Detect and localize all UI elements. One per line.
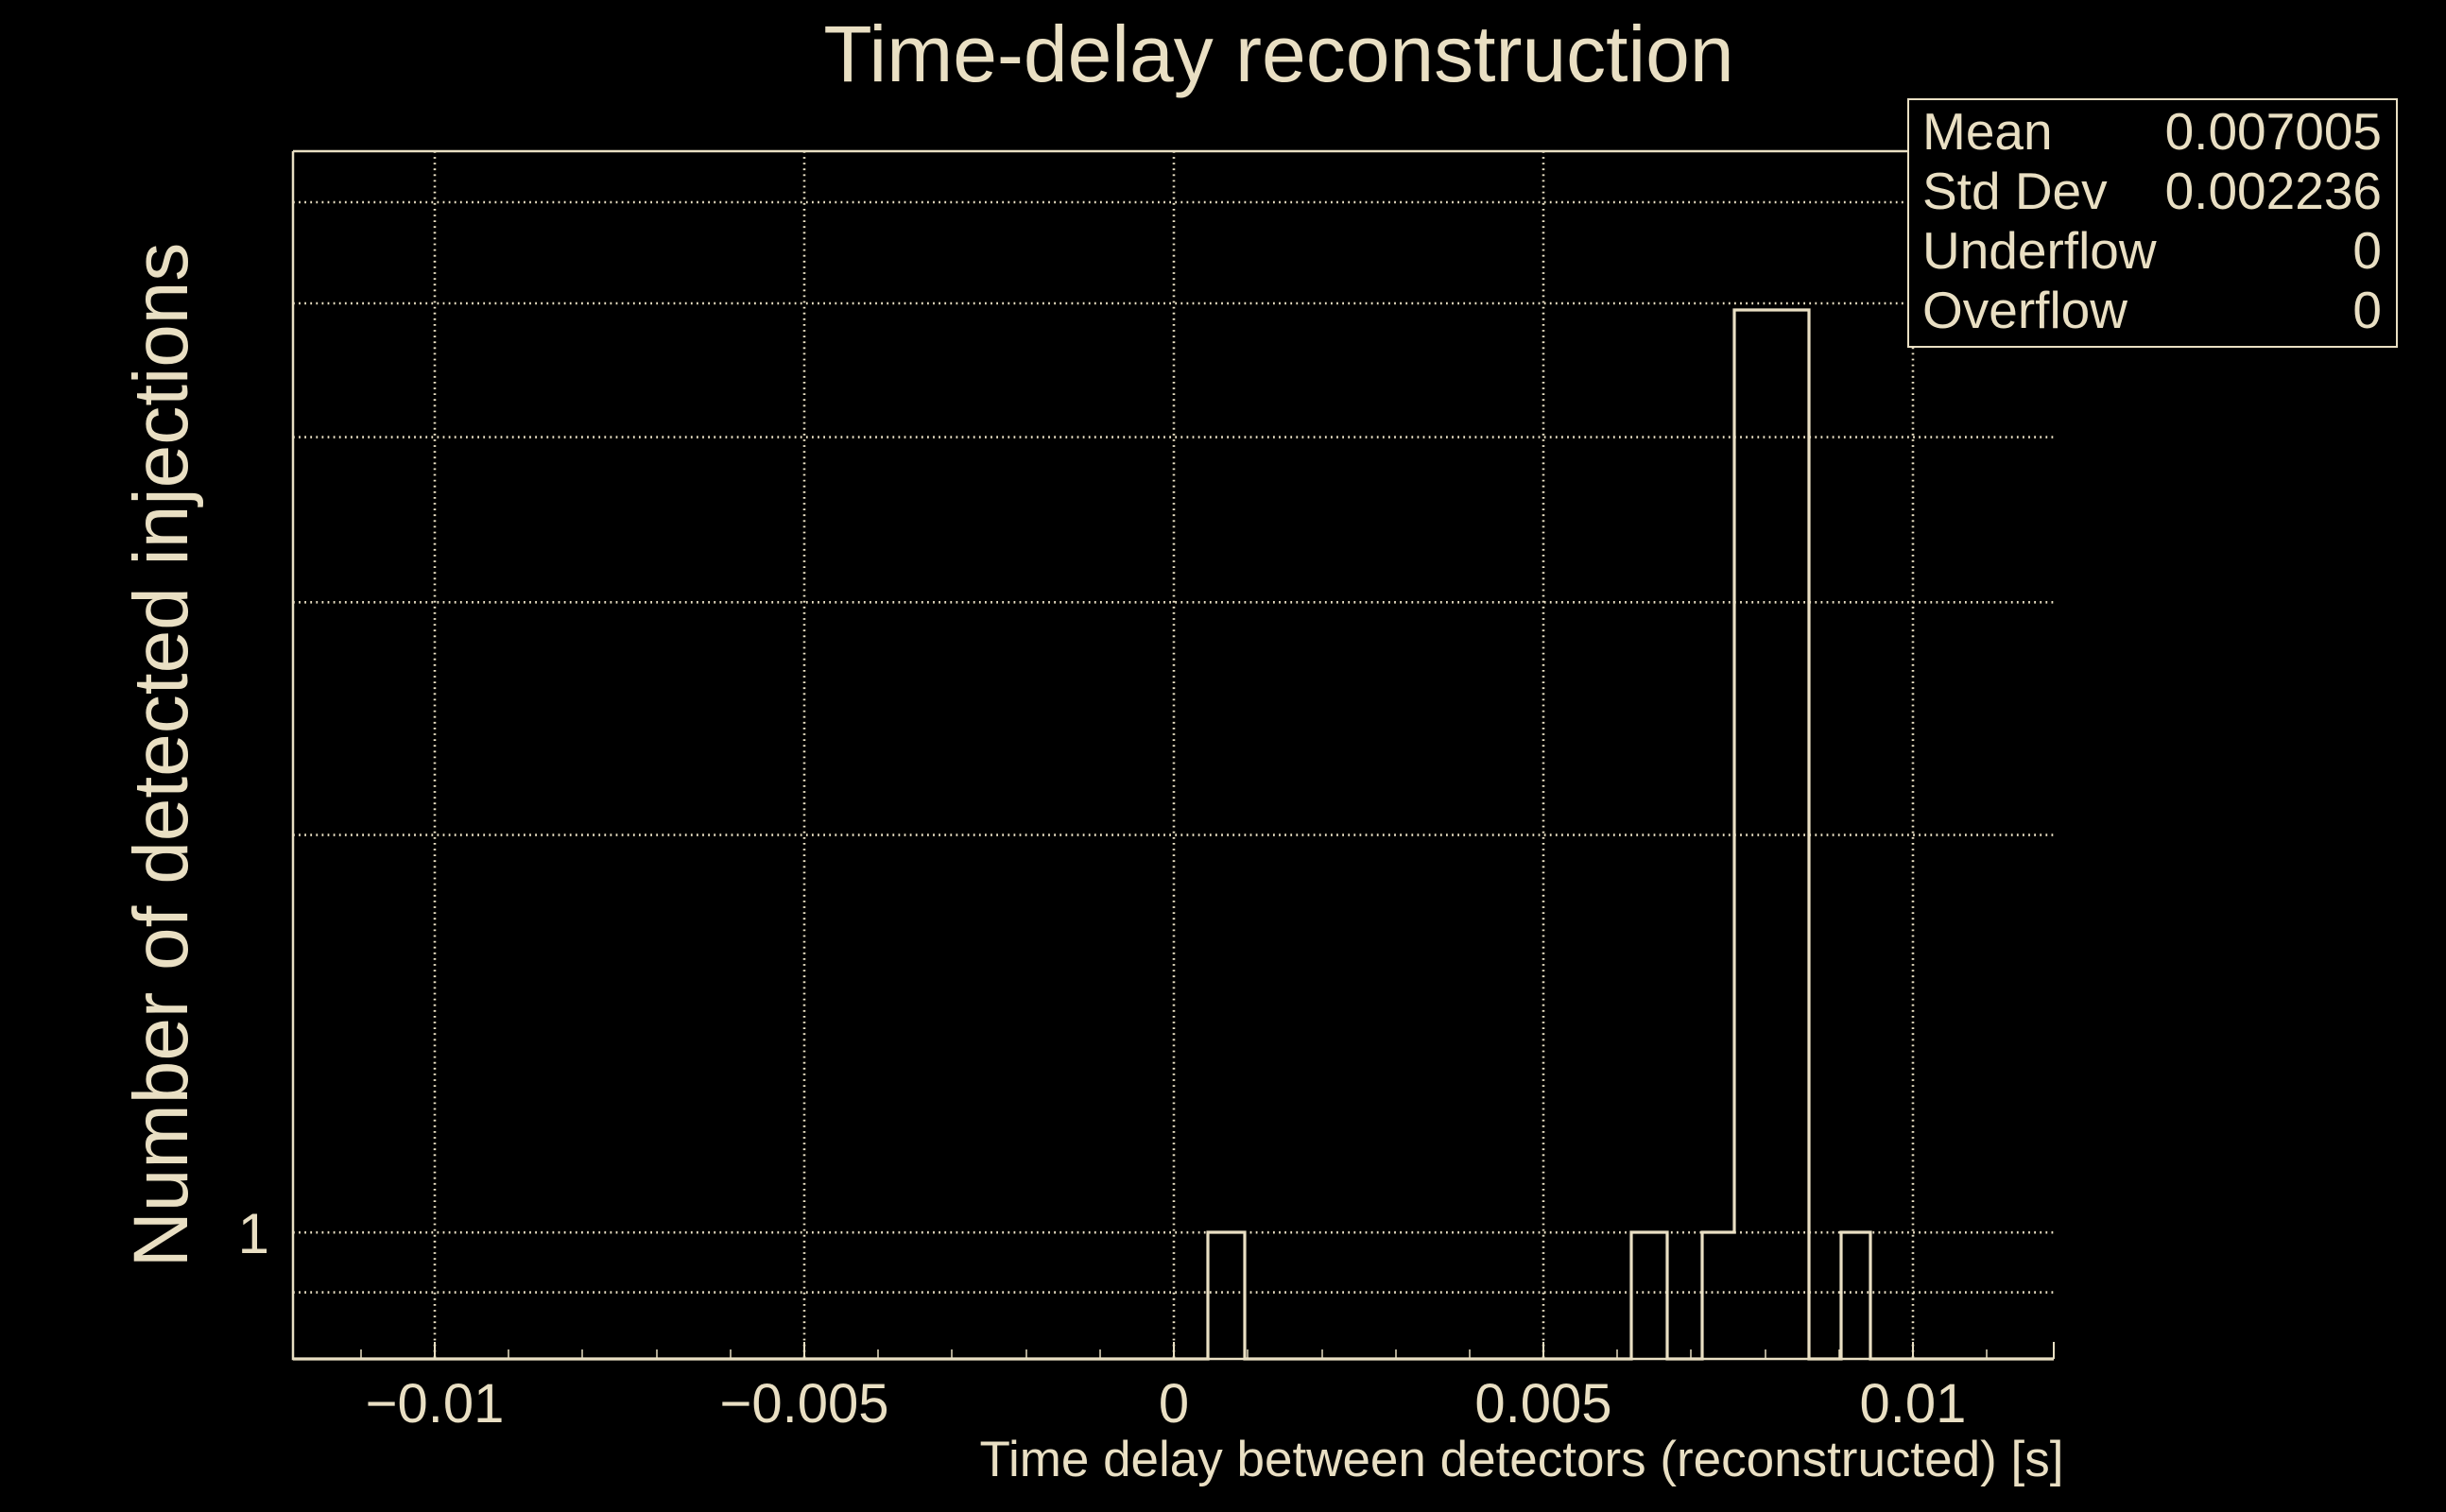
svg-text:0: 0 bbox=[2352, 281, 2382, 339]
svg-text:0.002236: 0.002236 bbox=[2165, 162, 2382, 220]
svg-text:Mean: Mean bbox=[1922, 102, 2053, 161]
svg-text:0.005: 0.005 bbox=[1474, 1373, 1611, 1435]
svg-text:Std Dev: Std Dev bbox=[1922, 162, 2108, 220]
svg-text:Underflow: Underflow bbox=[1922, 221, 2157, 280]
svg-text:Overflow: Overflow bbox=[1922, 281, 2127, 339]
svg-text:1: 1 bbox=[238, 1202, 269, 1265]
svg-text:0.01: 0.01 bbox=[1860, 1373, 1967, 1435]
svg-text:Time delay between detectors (: Time delay between detectors (reconstruc… bbox=[980, 1432, 2064, 1487]
svg-text:Number of detected injections: Number of detected injections bbox=[118, 243, 204, 1268]
svg-text:−0.005: −0.005 bbox=[719, 1373, 888, 1435]
svg-text:0.007005: 0.007005 bbox=[2165, 102, 2382, 161]
svg-text:Time-delay reconstruction: Time-delay reconstruction bbox=[823, 9, 1733, 98]
svg-text:0: 0 bbox=[1159, 1373, 1189, 1435]
svg-text:−0.01: −0.01 bbox=[366, 1373, 505, 1435]
svg-text:0: 0 bbox=[2352, 221, 2382, 280]
